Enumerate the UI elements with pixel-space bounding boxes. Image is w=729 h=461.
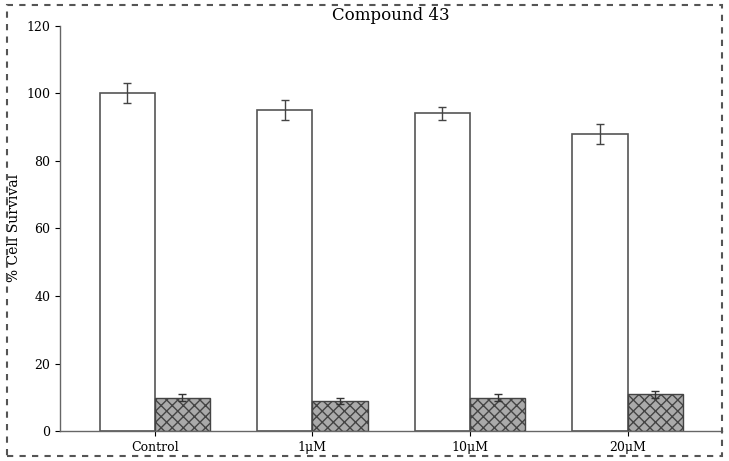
Bar [257, 110, 312, 431]
Bar [415, 113, 470, 431]
Title: Compound 43: Compound 43 [332, 7, 450, 24]
Y-axis label: % Cell Survival: % Cell Survival [7, 174, 21, 283]
Bar [312, 401, 367, 431]
Bar [572, 134, 628, 431]
Bar [100, 93, 155, 431]
Bar [470, 397, 525, 431]
Bar [628, 394, 682, 431]
Bar [155, 397, 210, 431]
